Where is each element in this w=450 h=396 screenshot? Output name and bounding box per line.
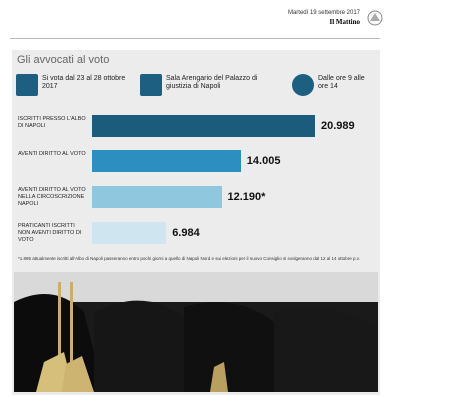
chart-title: Gli avvocati al voto (17, 54, 110, 66)
info-when: Si vota dal 23 al 28 ottobre 2017 (42, 75, 126, 90)
category-label: AVENTI DIRITTO AL VOTO NELLA CIRCOSCRIZI… (18, 187, 86, 207)
bar (92, 115, 315, 137)
info-where: Sala Arengario del Palazzo di giustizia … (166, 75, 258, 90)
photo (14, 272, 378, 392)
paper-name: Il Mattino (329, 18, 360, 26)
value-label: 12.190* (227, 191, 266, 203)
calendar-icon (16, 74, 38, 96)
value-label: 14.005 (246, 155, 281, 167)
category-label: AVENTI DIRITTO AL VOTO (18, 151, 86, 157)
category-label: ISCRITTI PRESSO L'ALBO DI NAPOLI (18, 116, 86, 129)
bar (92, 186, 222, 208)
category-label: PRATICANTI ISCRITTI NON AVENTI DIRITTO D… (18, 223, 82, 243)
logo (367, 10, 383, 26)
info-hours: Dalle ore 9 alle ore 14 (318, 75, 365, 90)
clock-icon (292, 74, 314, 96)
building-icon (140, 74, 162, 96)
bar (92, 150, 241, 172)
value-label: 6.984 (172, 227, 200, 239)
date: Martedì 19 settembre 2017 (287, 10, 360, 16)
footnote: *1.895 attualmente iscritti all'Albo di … (18, 256, 360, 261)
rule (10, 38, 380, 39)
value-label: 20.989 (321, 120, 355, 132)
bar (92, 222, 167, 244)
